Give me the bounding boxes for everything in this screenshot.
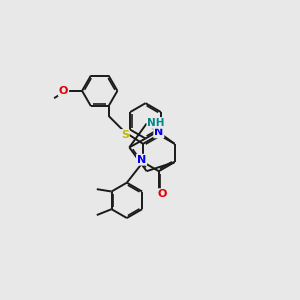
Text: O: O [59,86,68,96]
Text: NH: NH [147,118,165,128]
Text: N: N [137,155,146,165]
Text: N: N [154,127,164,137]
Text: S: S [121,130,129,140]
Text: O: O [157,189,167,199]
